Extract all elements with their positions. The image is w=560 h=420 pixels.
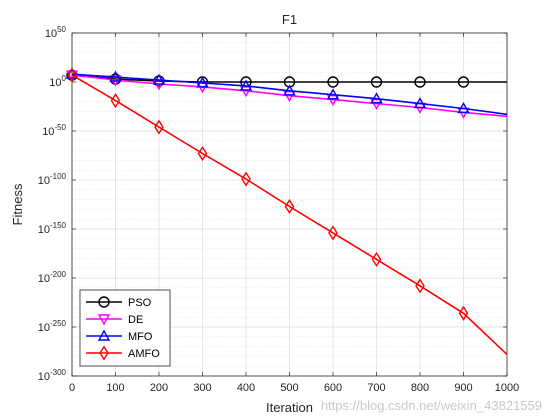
marker-diamond <box>241 171 251 187</box>
y-tick-label: 10-250 <box>38 319 67 334</box>
marker-triangle-up <box>196 76 209 88</box>
legend-item-amfo: AMFO <box>86 345 160 361</box>
y-tick-label: 10-300 <box>38 368 67 383</box>
marker-diamond <box>371 251 382 267</box>
marker-triangle-down <box>370 98 383 111</box>
marker-diamond <box>458 305 469 321</box>
y-axis-label: Fitness <box>10 183 25 225</box>
marker-diamond <box>328 225 338 241</box>
legend-label: MFO <box>128 331 153 343</box>
legend-item-mfo: MFO <box>86 329 153 343</box>
marker-triangle-down <box>283 91 296 103</box>
legend-label: DE <box>128 314 143 326</box>
marker-diamond <box>154 119 164 135</box>
x-tick-label: 800 <box>411 382 429 394</box>
marker-triangle-up <box>457 102 470 114</box>
series-line <box>71 74 508 355</box>
x-tick-label: 700 <box>367 382 385 394</box>
series-line <box>71 74 507 83</box>
legend-item-de: DE <box>86 314 143 326</box>
marker-diamond <box>284 198 295 215</box>
y-tick-label: 10-100 <box>38 172 67 187</box>
marker-diamond <box>99 345 109 361</box>
marker-triangle-up <box>326 88 340 100</box>
marker-triangle-up <box>413 97 427 109</box>
chart-title: F1 <box>282 12 297 27</box>
x-tick-label: 200 <box>150 382 168 394</box>
marker-triangle-up <box>239 79 253 91</box>
marker-circle <box>457 76 470 88</box>
legend-label: PSO <box>128 297 152 309</box>
x-axis-label: Iteration <box>266 400 313 415</box>
y-tick-label: 10-200 <box>38 270 67 285</box>
watermark: https://blog.csdn.net/weixin_43821559 <box>321 398 542 413</box>
x-axis-ticks: 0 100 200 300 400 500 600 700 800 900 1000 <box>69 33 519 394</box>
legend-item-pso: PSO <box>86 296 152 309</box>
y-tick-label: 100 <box>49 74 66 89</box>
marker-diamond <box>67 67 77 83</box>
marker-triangle-up <box>283 84 296 96</box>
x-tick-label: 1000 <box>495 382 519 394</box>
x-tick-label: 100 <box>106 382 124 394</box>
marker-triangle-down <box>326 94 340 107</box>
marker-triangle-up <box>109 70 122 82</box>
marker-circle <box>98 296 110 308</box>
legend: PSO DE MFO AMFO <box>79 289 171 367</box>
marker-diamond <box>197 145 208 162</box>
marker-diamond <box>110 93 121 109</box>
series-layer <box>65 67 508 355</box>
marker-triangle-up <box>97 329 111 341</box>
marker-circle <box>414 76 426 88</box>
y-tick-label: 1050 <box>45 25 67 40</box>
marker-triangle-down <box>97 314 111 326</box>
series-line <box>71 73 508 116</box>
series-amfo <box>67 67 508 355</box>
x-tick-label: 0 <box>69 382 75 394</box>
y-tick-label: 10-150 <box>38 221 67 236</box>
x-tick-label: 900 <box>454 382 472 394</box>
y-tick-label: 10-50 <box>42 123 66 138</box>
x-tick-label: 400 <box>237 382 255 394</box>
marker-triangle-down <box>239 86 253 98</box>
marker-triangle-up <box>152 73 166 85</box>
y-axis-ticks: 1050 100 10-50 10-100 10-150 10-200 10-250 10-3… <box>38 25 507 383</box>
marker-triangle-up <box>370 92 383 104</box>
x-tick-label: 300 <box>193 382 211 394</box>
x-tick-label: 500 <box>280 382 298 394</box>
x-tick-label: 600 <box>324 382 342 394</box>
series-line <box>71 74 508 118</box>
marker-circle <box>327 76 339 88</box>
marker-circle <box>370 76 383 88</box>
marker-diamond <box>415 278 425 294</box>
legend-label: AMFO <box>128 348 160 360</box>
